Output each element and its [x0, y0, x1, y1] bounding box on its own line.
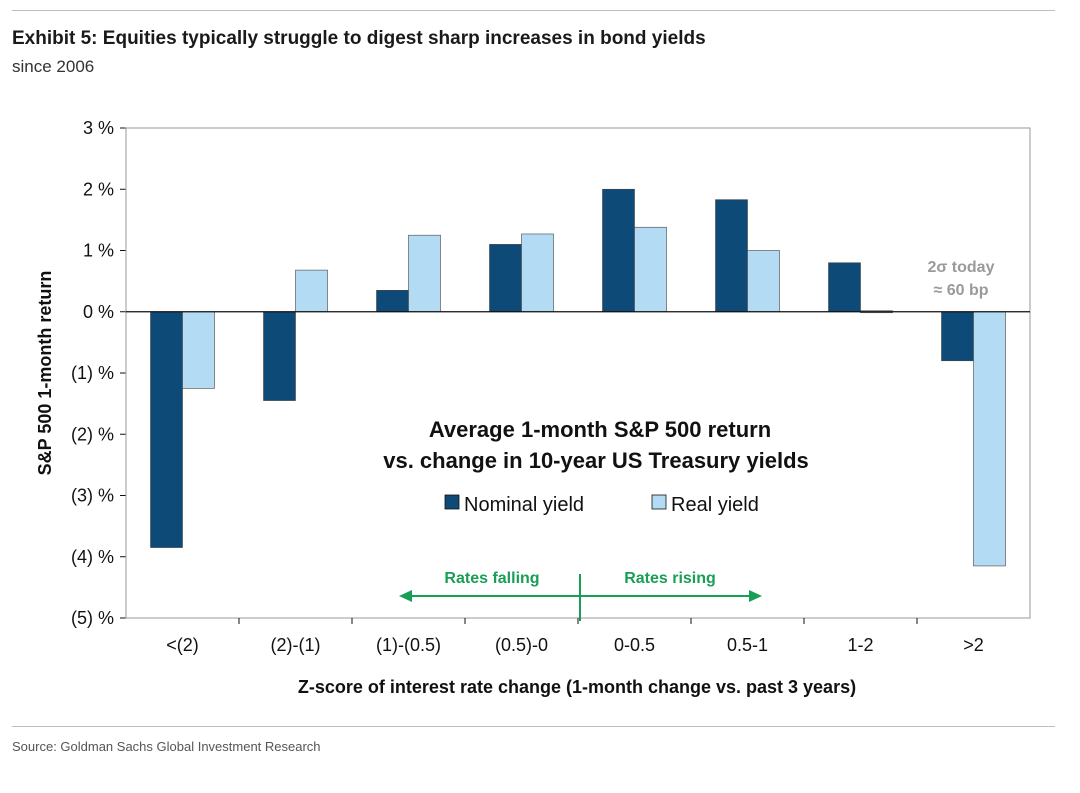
x-tick-label: (2)-(1)	[271, 635, 321, 655]
y-tick-label: (4) %	[71, 547, 114, 567]
legend-swatch-real	[651, 494, 667, 510]
bottom-rule	[12, 726, 1055, 727]
page-subtitle: since 2006	[12, 57, 95, 76]
y-axis-label: S&P 500 1-month return	[35, 271, 55, 476]
x-tick-label: <(2)	[166, 635, 199, 655]
x-axis-label: Z-score of interest rate change (1-month…	[298, 677, 856, 697]
plot-frame	[125, 127, 1031, 619]
bar-real-yield	[973, 311, 1006, 567]
legend-swatch-nominal	[444, 494, 460, 510]
bar-nominal-yield	[489, 244, 522, 313]
x-axis-ticks: <(2) (2)-(1) (1)-(0.5) (0.5)-0 0-0.5 0.5-1 1-2…	[166, 618, 984, 655]
y-tick-label: 1 %	[83, 241, 114, 261]
y-tick-label: (1) %	[71, 363, 114, 383]
bar-nominal-yield	[715, 199, 748, 313]
bar-real-yield	[634, 226, 667, 313]
sigma-note-line1: 2σ today	[928, 259, 995, 276]
rates-falling-arrowhead-icon	[399, 590, 412, 602]
y-tick-label: (5) %	[71, 608, 114, 628]
x-tick-label: 0.5-1	[727, 635, 768, 655]
legend-label-real: Real yield	[671, 494, 759, 516]
bar-real-yield	[521, 233, 554, 313]
bar-real-yield	[295, 269, 328, 313]
y-tick-label: 0 %	[83, 302, 114, 322]
y-axis-ticks: 3 % 2 % 1 % 0 % (1) % (2) % (3) % (4) % (5) %	[71, 118, 126, 628]
chart-inner-title-line2: vs. change in 10-year US Treasury yields	[383, 448, 809, 473]
rates-rising-arrowhead-icon	[749, 590, 762, 602]
y-tick-label: (3) %	[71, 486, 114, 506]
bar-real-yield	[408, 234, 441, 313]
x-tick-label: 0-0.5	[614, 635, 655, 655]
bar-nominal-yield	[263, 311, 296, 401]
sigma-note-line2: ≈ 60 bp	[933, 282, 988, 299]
rates-rising-label: Rates rising	[624, 570, 716, 587]
page-title: Exhibit 5: Equities typically struggle t…	[12, 28, 706, 49]
bar-real-yield	[182, 311, 215, 389]
legend: Nominal yield Real yield	[444, 494, 759, 516]
x-tick-label: (0.5)-0	[495, 635, 548, 655]
source-note: Source: Goldman Sachs Global Investment …	[12, 739, 321, 754]
bars	[150, 188, 1006, 567]
chart-inner-title-line1: Average 1-month S&P 500 return	[429, 417, 771, 442]
bar-nominal-yield	[376, 290, 409, 313]
bar-nominal-yield	[150, 311, 183, 548]
y-tick-label: (2) %	[71, 424, 114, 444]
bar-nominal-yield	[941, 311, 974, 362]
y-tick-label: 3 %	[83, 118, 114, 138]
y-tick-label: 2 %	[83, 179, 114, 199]
rates-arrows: Rates falling Rates rising	[399, 570, 762, 621]
x-tick-label: 1-2	[847, 635, 873, 655]
x-tick-label: (1)-(0.5)	[376, 635, 441, 655]
legend-label-nominal: Nominal yield	[464, 494, 584, 516]
top-rule	[12, 10, 1055, 11]
rates-falling-label: Rates falling	[444, 570, 539, 587]
bar-real-yield	[747, 250, 780, 313]
x-tick-label: >2	[963, 635, 984, 655]
bar-nominal-yield	[602, 188, 635, 313]
bar-nominal-yield	[828, 262, 861, 313]
